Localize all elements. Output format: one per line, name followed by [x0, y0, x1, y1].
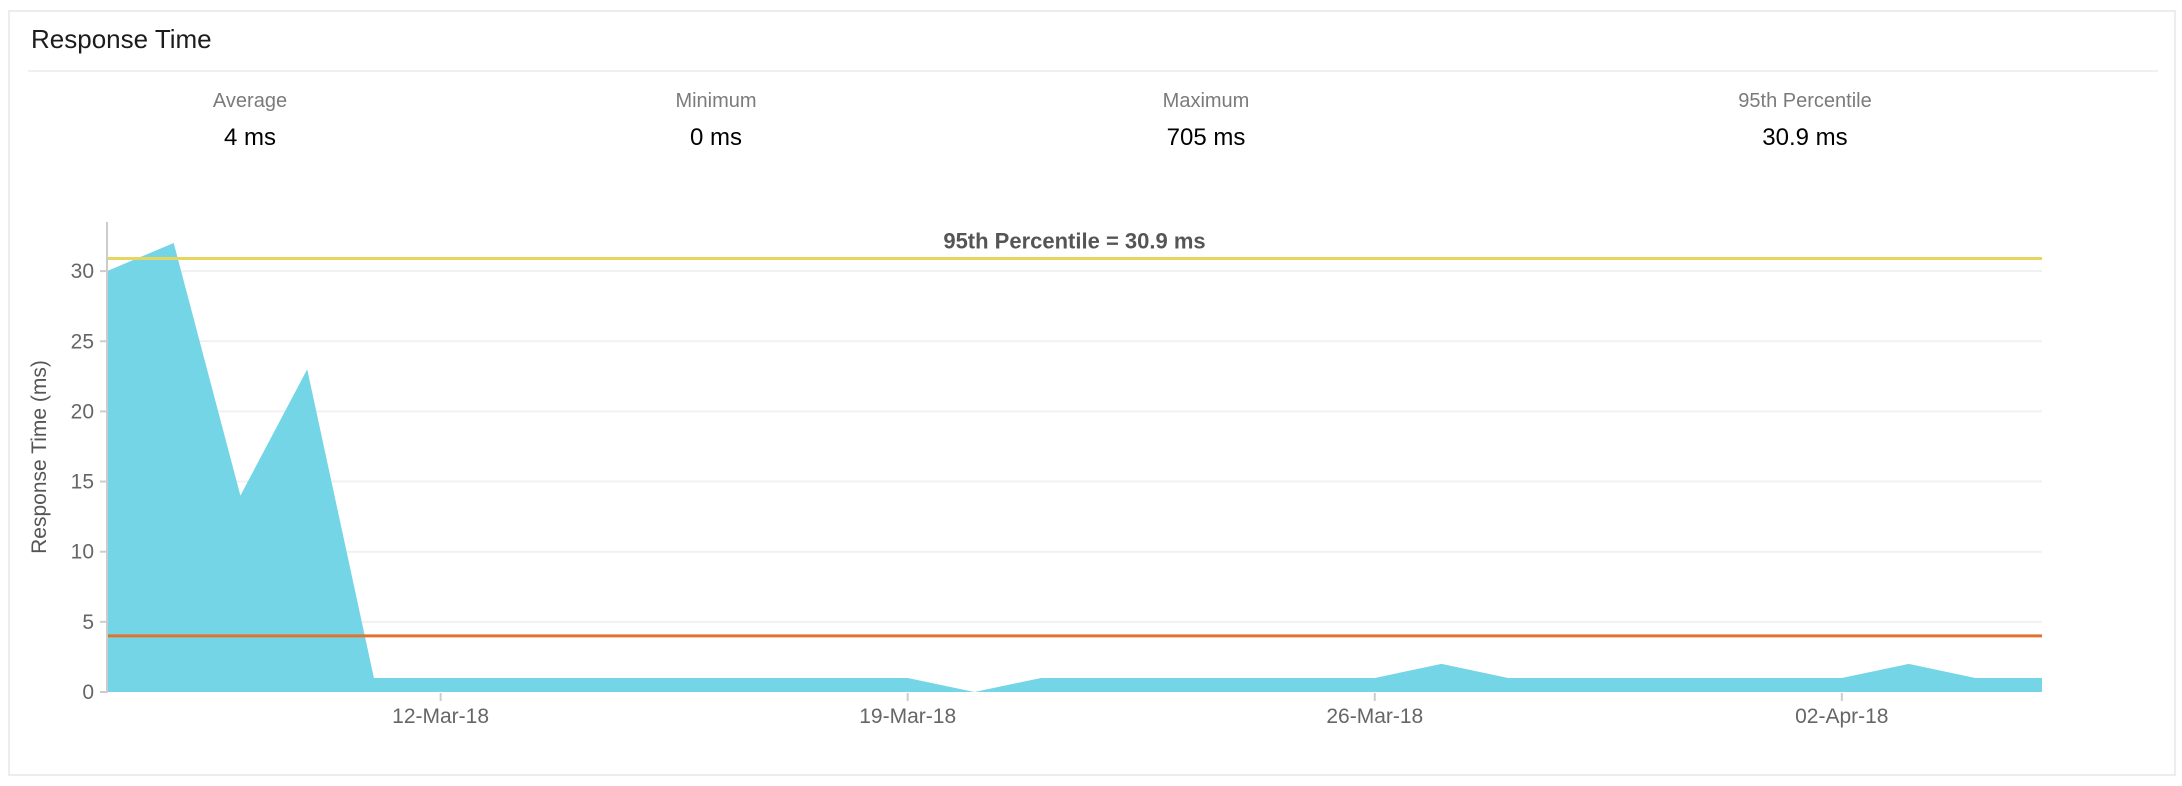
y-tick-label: 20 — [71, 400, 94, 423]
title-divider — [28, 70, 2158, 72]
y-tick-label: 0 — [82, 681, 94, 704]
stat-value: 4 ms — [223, 124, 277, 151]
95th-percentile-label: 95th Percentile = 30.9 ms — [943, 229, 1205, 254]
stat-minimum: Minimum 0 ms — [675, 90, 756, 152]
y-tick-label: 30 — [71, 260, 94, 283]
y-tick-label: 25 — [71, 330, 94, 353]
stat-95th-percentile: 95th Percentile 30.9 ms — [1738, 90, 1871, 152]
x-tick-label: 02-Apr-18 — [1795, 705, 1888, 728]
y-tick-label: 10 — [71, 541, 94, 564]
stat-label: Minimum — [675, 90, 757, 112]
stat-value: 30.9 ms — [1762, 124, 1848, 151]
stat-label: Average — [212, 90, 288, 112]
x-tick-label: 19-Mar-18 — [859, 705, 956, 728]
stat-maximum: Maximum 705 ms — [1163, 90, 1250, 152]
response-time-card — [8, 10, 2176, 776]
x-tick-label: 26-Mar-18 — [1326, 705, 1423, 728]
stat-value: 0 ms — [689, 124, 742, 151]
y-tick-label: 5 — [82, 611, 94, 634]
x-tick-label: 12-Mar-18 — [392, 705, 489, 728]
stat-average: Average 4 ms — [213, 90, 287, 152]
y-tick-label: 15 — [71, 471, 94, 494]
area-series[interactable] — [107, 243, 2042, 692]
y-axis-title: Response Time (ms) — [28, 360, 51, 554]
stat-value: 705 ms — [1166, 124, 1246, 151]
page-title: Response Time — [31, 24, 212, 54]
stat-label: Maximum — [1162, 90, 1250, 112]
stat-label: 95th Percentile — [1738, 90, 1872, 112]
